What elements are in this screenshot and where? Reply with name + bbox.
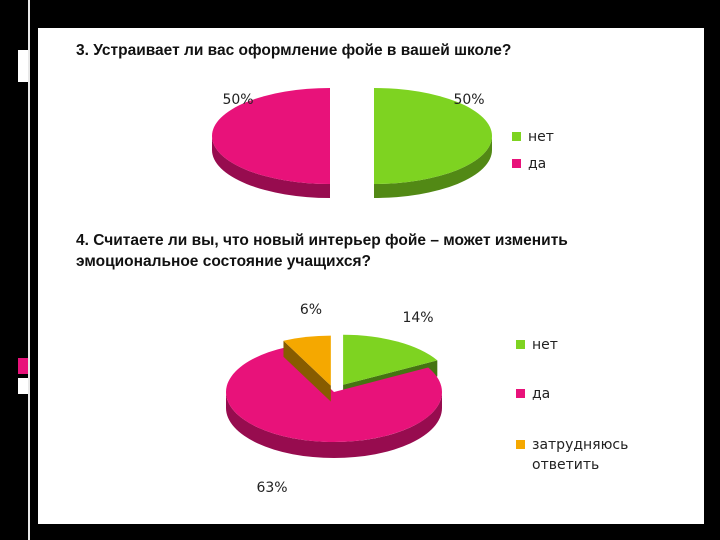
pie-slice-top [283,335,331,386]
legend-swatch [512,132,521,141]
legend-swatch [516,440,525,449]
pie-slice-1 [374,88,492,198]
pie-slice-side [226,392,442,458]
decor-block [18,378,28,394]
question-4-line-2: эмоциональное состояние учащихся? [76,253,371,270]
data-label: 50% [222,92,253,108]
legend-label: нет [532,337,558,353]
frame-line [28,0,30,540]
legend-label: ответить [532,457,599,473]
data-label: 63% [256,480,287,496]
data-label: 50% [453,92,484,108]
legend-label: затрудняюсь [532,437,628,453]
decor-block [18,50,28,82]
legend-label: да [532,386,550,402]
question-4-line-1: 4. Считаете ли вы, что новый интерьер фо… [76,232,568,249]
pie-slice-top [343,334,438,385]
pie-slice-top [374,88,492,184]
question-3-title: 3. Устраивает ли вас оформление фойе в в… [76,42,512,59]
pie-slice-side [212,136,330,198]
pie-slice-3 [283,335,331,402]
legend-swatch [516,340,525,349]
legend-label: нет [528,129,554,145]
decor-block [18,358,28,374]
legend-label: да [528,156,546,172]
data-label: 6% [300,302,322,318]
pie-slice-wall [283,340,331,402]
pie-slice-2 [212,88,330,198]
question-4-title: 4. Считаете ли вы, что новый интерьер фо… [76,230,696,272]
legend-swatch [516,389,525,398]
legend-swatch [512,159,521,168]
pie-slice-2 [225,347,442,458]
pie-slice-top [212,88,330,184]
data-label: 14% [402,310,433,326]
pie-slice-side [374,136,492,198]
pie-slice-top [225,347,442,442]
